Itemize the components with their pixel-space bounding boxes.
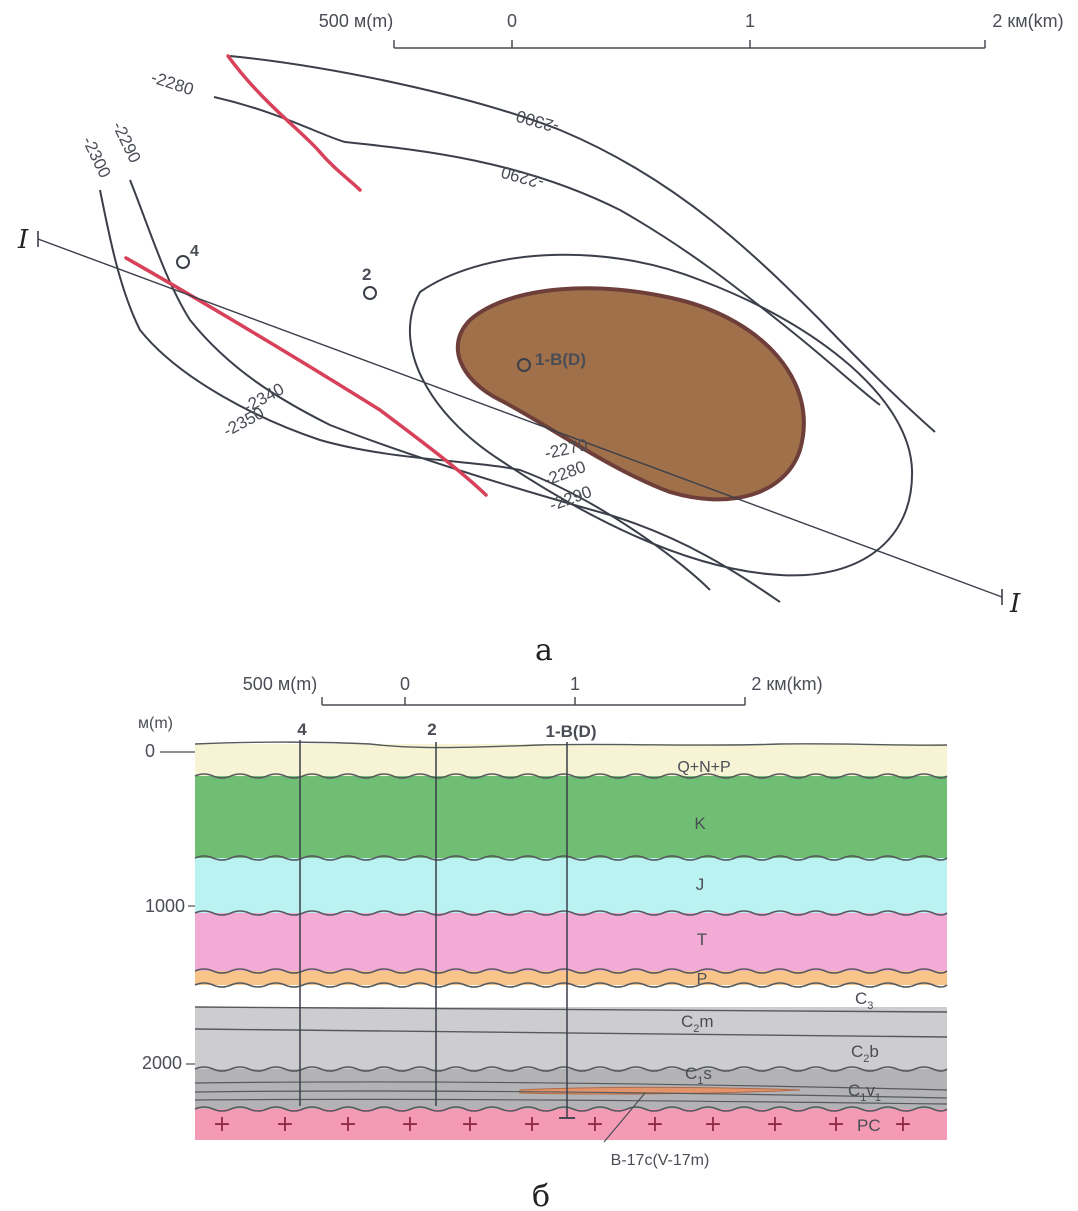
boundary-p-c3 xyxy=(194,982,948,988)
layer-qnp xyxy=(195,744,947,776)
depth-tick-0: 0 xyxy=(145,741,155,761)
section-well-4-label: 4 xyxy=(297,720,307,739)
reservoir-leader-line xyxy=(603,1092,646,1143)
contour-label-2280-top: -2280 xyxy=(149,68,196,100)
layer-label-c1v: C1v1 xyxy=(848,1081,881,1104)
layer-pc xyxy=(195,1109,947,1140)
boundary-c1-inner-3 xyxy=(194,1098,948,1105)
depth-tick-1000: 1000 xyxy=(145,896,185,916)
well-4-label: 4 xyxy=(190,243,199,260)
fault-line-south xyxy=(124,256,488,497)
layer-p xyxy=(195,971,947,985)
svg-text:+: + xyxy=(646,1112,664,1137)
layer-c2 xyxy=(195,1007,947,1069)
svg-text:+: + xyxy=(213,1112,231,1137)
layer-label-c2m: C2m xyxy=(681,1012,714,1035)
boundary-c2-c1 xyxy=(194,1066,948,1072)
well-2-label: 2 xyxy=(362,265,371,284)
boundary-qnp-k xyxy=(194,773,948,779)
boundary-j-t xyxy=(194,910,948,916)
section-scale-label-2km: 2 км(km) xyxy=(751,674,822,694)
layer-label-c1s: C1s xyxy=(685,1064,712,1087)
svg-text:+: + xyxy=(586,1112,604,1137)
basement-pattern: + + + + + + + + + + + + xyxy=(213,1112,912,1137)
layer-label-j: J xyxy=(696,875,705,894)
well-1-label: 1-B(D) xyxy=(535,350,586,369)
section-well-1-label: 1-B(D) xyxy=(546,722,597,741)
boundary-c1-pc xyxy=(194,1106,948,1112)
ground-surface xyxy=(194,741,948,749)
boundary-c3-c2 xyxy=(194,1006,948,1013)
well-1-marker xyxy=(517,358,531,372)
contour-line-2290-left xyxy=(129,179,781,603)
section-caption: б xyxy=(532,1179,550,1211)
svg-text:+: + xyxy=(461,1112,479,1137)
map-scale-label-0: 0 xyxy=(507,11,517,31)
boundary-c1-inner-2 xyxy=(194,1090,948,1099)
boundary-c1-inner-1 xyxy=(194,1081,948,1091)
section-scale-label-1: 1 xyxy=(570,674,580,694)
svg-text:+: + xyxy=(704,1112,722,1137)
depth-axis-unit: м(m) xyxy=(138,715,173,732)
map-scale-bar: 500 м(m) 0 1 2 км(km) xyxy=(319,11,1064,49)
svg-text:+: + xyxy=(523,1112,541,1137)
deposit-area xyxy=(455,286,806,502)
layer-label-pc: PC xyxy=(857,1116,881,1135)
layer-label-c3: C3 xyxy=(855,989,873,1012)
layer-label-c2b: C2b xyxy=(851,1042,879,1065)
layer-c3 xyxy=(195,985,947,1007)
contour-label-2290-top: -2290 xyxy=(499,162,546,192)
depth-tick-2000: 2000 xyxy=(142,1053,182,1073)
contour-label-2270: -2270 xyxy=(543,435,589,463)
boundary-k-j xyxy=(194,855,948,861)
layer-label-t: T xyxy=(697,930,707,949)
cross-section: 500 м(m) 0 1 2 км(km) м(m) 0 1000 2000 xyxy=(138,674,948,1211)
boundary-t-p xyxy=(194,968,948,974)
layer-t xyxy=(195,913,947,971)
boundary-c2m-c2b xyxy=(194,1028,948,1038)
profile-label-east: I xyxy=(1009,589,1021,619)
map-scale-label-2km: 2 км(km) xyxy=(992,11,1063,31)
layer-k xyxy=(195,776,947,858)
profile-line xyxy=(37,238,1003,598)
structure-map: 500 м(m) 0 1 2 км(km) I I 4 2 1-B(D) -22… xyxy=(17,11,1064,668)
svg-text:+: + xyxy=(401,1112,419,1137)
map-scale-label-500m: 500 м(m) xyxy=(319,11,393,31)
svg-text:+: + xyxy=(827,1112,845,1137)
contour-line-2300-top xyxy=(229,55,936,433)
svg-text:+: + xyxy=(766,1112,784,1137)
layer-label-qnp: Q+N+P xyxy=(677,759,730,776)
svg-text:+: + xyxy=(276,1112,294,1137)
map-scale-label-1: 1 xyxy=(745,11,755,31)
well-2-marker xyxy=(363,286,377,300)
section-scale-bar: 500 м(m) 0 1 2 км(km) xyxy=(243,674,823,706)
contour-line-2270 xyxy=(409,253,914,577)
layer-j xyxy=(195,858,947,913)
section-scale-label-500m: 500 м(m) xyxy=(243,674,317,694)
contour-line-2300-left xyxy=(99,189,711,591)
section-well-2-label: 2 xyxy=(427,720,436,739)
contour-line-2280-top xyxy=(213,96,881,406)
section-scale-label-0: 0 xyxy=(400,674,410,694)
svg-text:+: + xyxy=(894,1112,912,1137)
contour-label-2300-top: -2300 xyxy=(514,106,561,136)
contour-label-2300-left: -2300 xyxy=(78,133,114,180)
contour-label-2290-left: -2290 xyxy=(108,118,144,165)
reservoir-label: B-17c(V-17m) xyxy=(611,1152,710,1169)
profile-label-west: I xyxy=(17,225,29,255)
layer-label-k: K xyxy=(694,814,706,833)
map-caption: а xyxy=(535,633,553,668)
fault-line-north xyxy=(226,54,362,192)
layer-label-p: P xyxy=(697,971,708,988)
svg-text:+: + xyxy=(339,1112,357,1137)
well-4-marker xyxy=(176,255,190,269)
